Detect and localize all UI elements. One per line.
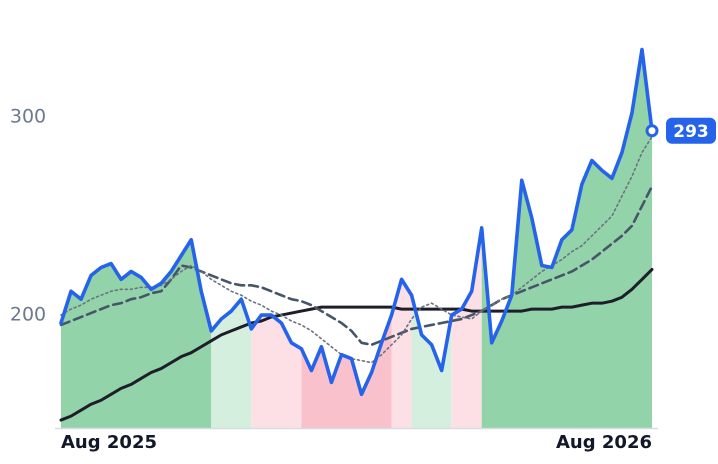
series-line <box>59 184 654 347</box>
x-tick-label: Aug 2026 <box>556 432 652 453</box>
regime-band <box>61 239 212 428</box>
regime-band <box>211 299 252 428</box>
regime-band <box>301 315 392 428</box>
regime-band <box>411 295 452 428</box>
y-tick-label: 300 <box>10 105 46 127</box>
series-line <box>59 47 654 397</box>
last-point <box>645 124 659 138</box>
value-badge <box>666 117 716 144</box>
regime-band <box>251 315 302 428</box>
y-tick-label: 200 <box>10 304 46 326</box>
regime-band <box>481 49 652 428</box>
series-line <box>59 267 654 422</box>
regime-band <box>391 279 412 428</box>
value-label: 293 <box>673 122 709 142</box>
x-tick-label: Aug 2025 <box>61 432 157 453</box>
